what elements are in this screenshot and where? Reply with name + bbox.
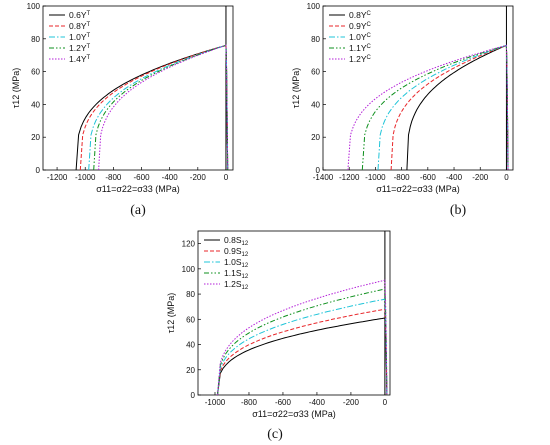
series-line-3	[377, 44, 509, 171]
y-tick-label: 100	[27, 2, 41, 11]
legend-entry: 0.9S12	[224, 246, 249, 258]
x-tick-label: -600	[420, 173, 437, 182]
series-line-1	[217, 317, 388, 396]
y-axis-title: τ12 (MPa)	[291, 68, 301, 109]
series-line-3	[88, 44, 229, 171]
legend-entry: 1.1YC	[349, 43, 372, 53]
x-tick-label: -800	[105, 173, 122, 182]
series-line-2	[390, 44, 509, 171]
y-tick-label: 80	[311, 35, 320, 44]
y-tick-label: 40	[311, 100, 320, 109]
y-tick-label: 120	[182, 240, 196, 249]
y-tick-label: 0	[36, 166, 41, 175]
x-axis-title: σ11=σ22=σ33 (MPa)	[96, 184, 180, 194]
plot-frame	[197, 230, 391, 396]
y-tick-label: 80	[31, 35, 40, 44]
chart-panel-2: -1400 -1200 -1000 -800 -600 -400 -200 0 0 20 40 60 8…	[291, 2, 514, 194]
x-tick-label: -800	[394, 173, 411, 182]
legend-entry: 1.2YT	[69, 43, 91, 53]
x-tick-label: -1200	[47, 173, 68, 182]
y-axis-title: τ12 (MPa)	[166, 293, 176, 334]
x-tick-label: -1000	[75, 173, 96, 182]
legend-entry: 1.2S12	[224, 279, 249, 291]
x-tick-label: 0	[504, 173, 509, 182]
series-line-5	[98, 44, 229, 171]
legend-entry: 0.8YC	[349, 10, 372, 20]
series-line-3	[217, 298, 388, 396]
x-tick-label: -1000	[365, 173, 386, 182]
chart-panel-3: -1000 -800 -600 -400 -200 0 0 20 40 60 80 100 120 σ11…	[166, 230, 391, 419]
x-tick-label: -200	[343, 398, 360, 407]
series-line-5	[217, 279, 388, 396]
chart-panel-1: -1200 -1000 -800 -600 -400 -200 0 0 20 40 60 80 100 σ…	[11, 2, 234, 194]
legend-entry: 1.1S12	[224, 268, 249, 280]
series-line-1	[75, 44, 229, 171]
y-tick-label: 20	[186, 366, 195, 375]
x-tick-label: -1400	[313, 173, 334, 182]
x-tick-label: -800	[241, 398, 258, 407]
x-tick-label: -1000	[205, 398, 226, 407]
x-tick-label: -400	[162, 173, 179, 182]
series-line-2	[79, 44, 229, 171]
plot-frame	[322, 5, 514, 171]
series-line-1	[406, 44, 509, 171]
x-tick-label: -600	[275, 398, 292, 407]
series-line-2	[217, 308, 388, 396]
x-tick-label: 0	[383, 398, 388, 407]
y-tick-label: 40	[31, 100, 40, 109]
legend-entry: 1.0S12	[224, 257, 249, 269]
series-line-4	[93, 44, 229, 171]
x-axis-title: σ11=σ22=σ33 (MPa)	[252, 409, 336, 419]
panel-label: (a)	[130, 203, 146, 218]
panel-label: (b)	[450, 203, 467, 218]
series-line-5	[347, 44, 509, 171]
x-tick-label: -400	[309, 398, 326, 407]
y-tick-label: 100	[182, 265, 196, 274]
legend-entry: 0.6YT	[69, 10, 91, 20]
y-tick-label: 60	[186, 315, 195, 324]
x-tick-label: -400	[446, 173, 463, 182]
legend-entry: 0.9YC	[349, 21, 372, 31]
x-axis-title: σ11=σ22=σ33 (MPa)	[376, 184, 460, 194]
y-tick-label: 0	[191, 391, 196, 400]
legend-entry: 0.8YT	[69, 21, 91, 31]
legend-entry: 1.0YC	[349, 32, 372, 42]
legend-entry: 0.8S12	[224, 235, 249, 247]
legend-entry: 1.0YT	[69, 32, 91, 42]
x-tick-label: -600	[134, 173, 151, 182]
legend-entry: 1.2YC	[349, 54, 372, 64]
panel-label: (c)	[267, 427, 283, 442]
y-tick-label: 0	[316, 166, 321, 175]
y-tick-label: 20	[31, 133, 40, 142]
x-tick-label: 0	[224, 173, 229, 182]
y-tick-label: 40	[186, 341, 195, 350]
y-tick-label: 20	[311, 133, 320, 142]
y-tick-label: 60	[311, 68, 320, 77]
y-axis-title: τ12 (MPa)	[11, 68, 21, 109]
x-tick-label: -200	[472, 173, 489, 182]
plot-frame	[42, 5, 234, 171]
legend-entry: 1.4YT	[69, 54, 91, 64]
y-tick-label: 80	[186, 290, 195, 299]
y-tick-label: 100	[307, 2, 321, 11]
series-line-4	[361, 44, 509, 171]
x-tick-label: -1200	[339, 173, 360, 182]
y-tick-label: 60	[31, 68, 40, 77]
x-tick-label: -200	[190, 173, 207, 182]
series-line-4	[217, 288, 388, 396]
